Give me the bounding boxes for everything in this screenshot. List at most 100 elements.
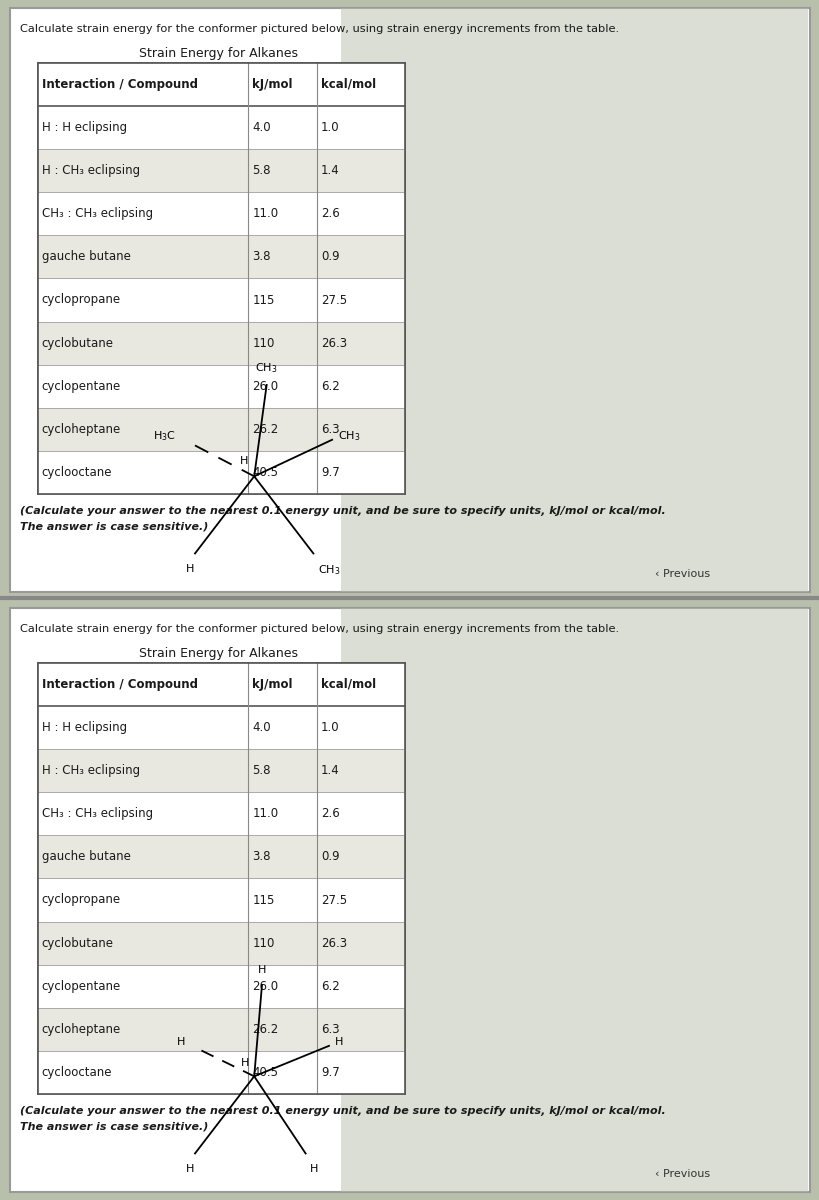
Text: 6.2: 6.2 (320, 979, 339, 992)
Text: kcal/mol: kcal/mol (320, 678, 375, 691)
Text: 26.0: 26.0 (252, 979, 278, 992)
Bar (38, 662, 405, 706)
Text: Strain Energy for Alkanes: Strain Energy for Alkanes (139, 47, 298, 60)
Text: CH₃ : CH₃ eclipsing: CH₃ : CH₃ eclipsing (42, 208, 152, 221)
Text: H: H (186, 564, 194, 574)
Text: H: H (310, 1164, 319, 1174)
Bar (38, 451, 405, 494)
Text: 6.3: 6.3 (320, 1022, 339, 1036)
Text: CH$_3$: CH$_3$ (255, 361, 278, 374)
Text: cyclopentane: cyclopentane (42, 979, 120, 992)
Text: kJ/mol: kJ/mol (252, 78, 292, 91)
Text: 0.9: 0.9 (320, 851, 339, 863)
Text: 1.4: 1.4 (320, 764, 339, 778)
Text: 1.0: 1.0 (320, 721, 339, 734)
Bar (38, 235, 405, 278)
Bar (38, 965, 405, 1008)
Text: ‹ Previous: ‹ Previous (654, 1169, 709, 1180)
Text: H: H (239, 456, 247, 466)
Text: 26.2: 26.2 (252, 422, 278, 436)
Text: cyclopentane: cyclopentane (42, 379, 120, 392)
Text: CH$_3$: CH$_3$ (318, 564, 340, 577)
Text: 115: 115 (252, 894, 274, 906)
Text: 0.9: 0.9 (320, 251, 339, 263)
Text: H : H eclipsing: H : H eclipsing (42, 721, 126, 734)
Bar (38, 62, 405, 494)
Text: H: H (241, 1058, 249, 1068)
Bar (38, 878, 405, 922)
Text: 26.2: 26.2 (252, 1022, 278, 1036)
Text: ‹ Previous: ‹ Previous (654, 569, 709, 580)
Text: 26.3: 26.3 (320, 337, 346, 349)
Text: (Calculate your answer to the nearest 0.1 energy unit, and be sure to specify un: (Calculate your answer to the nearest 0.… (20, 505, 665, 516)
Text: 27.5: 27.5 (320, 294, 346, 306)
Text: 6.2: 6.2 (320, 379, 339, 392)
Bar (38, 408, 405, 451)
Text: 4.0: 4.0 (252, 721, 270, 734)
Bar (38, 662, 405, 1094)
Text: 11.0: 11.0 (252, 808, 278, 821)
Bar (38, 149, 405, 192)
FancyBboxPatch shape (10, 608, 809, 1192)
Text: 115: 115 (252, 294, 274, 306)
FancyBboxPatch shape (10, 8, 809, 592)
Text: 26.3: 26.3 (320, 937, 346, 949)
Text: 1.4: 1.4 (320, 164, 339, 178)
Text: H: H (335, 1037, 343, 1046)
Text: H : H eclipsing: H : H eclipsing (42, 121, 126, 134)
Text: 27.5: 27.5 (320, 894, 346, 906)
Bar (38, 835, 405, 878)
Text: kcal/mol: kcal/mol (320, 78, 375, 91)
Text: cyclobutane: cyclobutane (42, 937, 113, 949)
Text: 11.0: 11.0 (252, 208, 278, 221)
Text: 5.8: 5.8 (252, 164, 270, 178)
Text: 40.5: 40.5 (252, 1066, 278, 1079)
Text: cyclopropane: cyclopropane (42, 894, 120, 906)
Bar (38, 749, 405, 792)
Text: 3.8: 3.8 (252, 251, 270, 263)
Text: 2.6: 2.6 (320, 208, 339, 221)
Bar (38, 106, 405, 149)
Text: 9.7: 9.7 (320, 1066, 339, 1079)
Text: 26.0: 26.0 (252, 379, 278, 392)
Bar (38, 62, 405, 106)
Text: CH$_3$: CH$_3$ (338, 428, 360, 443)
Bar (38, 192, 405, 235)
Text: H : CH₃ eclipsing: H : CH₃ eclipsing (42, 764, 139, 778)
Text: 110: 110 (252, 337, 274, 349)
Text: cyclopropane: cyclopropane (42, 294, 120, 306)
Text: kJ/mol: kJ/mol (252, 678, 292, 691)
Text: cyclobutane: cyclobutane (42, 337, 113, 349)
Text: 4.0: 4.0 (252, 121, 270, 134)
Text: cycloheptane: cycloheptane (42, 422, 120, 436)
Bar (38, 706, 405, 749)
Bar (38, 365, 405, 408)
Text: Interaction / Compound: Interaction / Compound (42, 78, 197, 91)
Text: cyclooctane: cyclooctane (42, 1066, 112, 1079)
Text: Interaction / Compound: Interaction / Compound (42, 678, 197, 691)
Text: 40.5: 40.5 (252, 466, 278, 479)
Text: 1.0: 1.0 (320, 121, 339, 134)
Text: (Calculate your answer to the nearest 0.1 energy unit, and be sure to specify un: (Calculate your answer to the nearest 0.… (20, 1106, 665, 1116)
Text: Strain Energy for Alkanes: Strain Energy for Alkanes (139, 647, 298, 660)
Text: 110: 110 (252, 937, 274, 949)
Bar (38, 278, 405, 322)
Text: The answer is case sensitive.): The answer is case sensitive.) (20, 1122, 208, 1132)
Text: The answer is case sensitive.): The answer is case sensitive.) (20, 522, 208, 532)
Text: 5.8: 5.8 (252, 764, 270, 778)
Text: gauche butane: gauche butane (42, 851, 130, 863)
Bar (38, 792, 405, 835)
Text: Calculate strain energy for the conformer pictured below, using strain energy in: Calculate strain energy for the conforme… (20, 24, 618, 34)
Bar (38, 1008, 405, 1051)
Text: cycloheptane: cycloheptane (42, 1022, 120, 1036)
Bar (38, 1051, 405, 1094)
Bar (341, 8, 807, 592)
Text: H: H (177, 1037, 185, 1046)
Text: Calculate strain energy for the conformer pictured below, using strain energy in: Calculate strain energy for the conforme… (20, 624, 618, 634)
Text: gauche butane: gauche butane (42, 251, 130, 263)
Text: cyclooctane: cyclooctane (42, 466, 112, 479)
Text: H : CH₃ eclipsing: H : CH₃ eclipsing (42, 164, 139, 178)
Text: H: H (257, 965, 266, 974)
Bar (341, 608, 807, 1192)
Text: 6.3: 6.3 (320, 422, 339, 436)
